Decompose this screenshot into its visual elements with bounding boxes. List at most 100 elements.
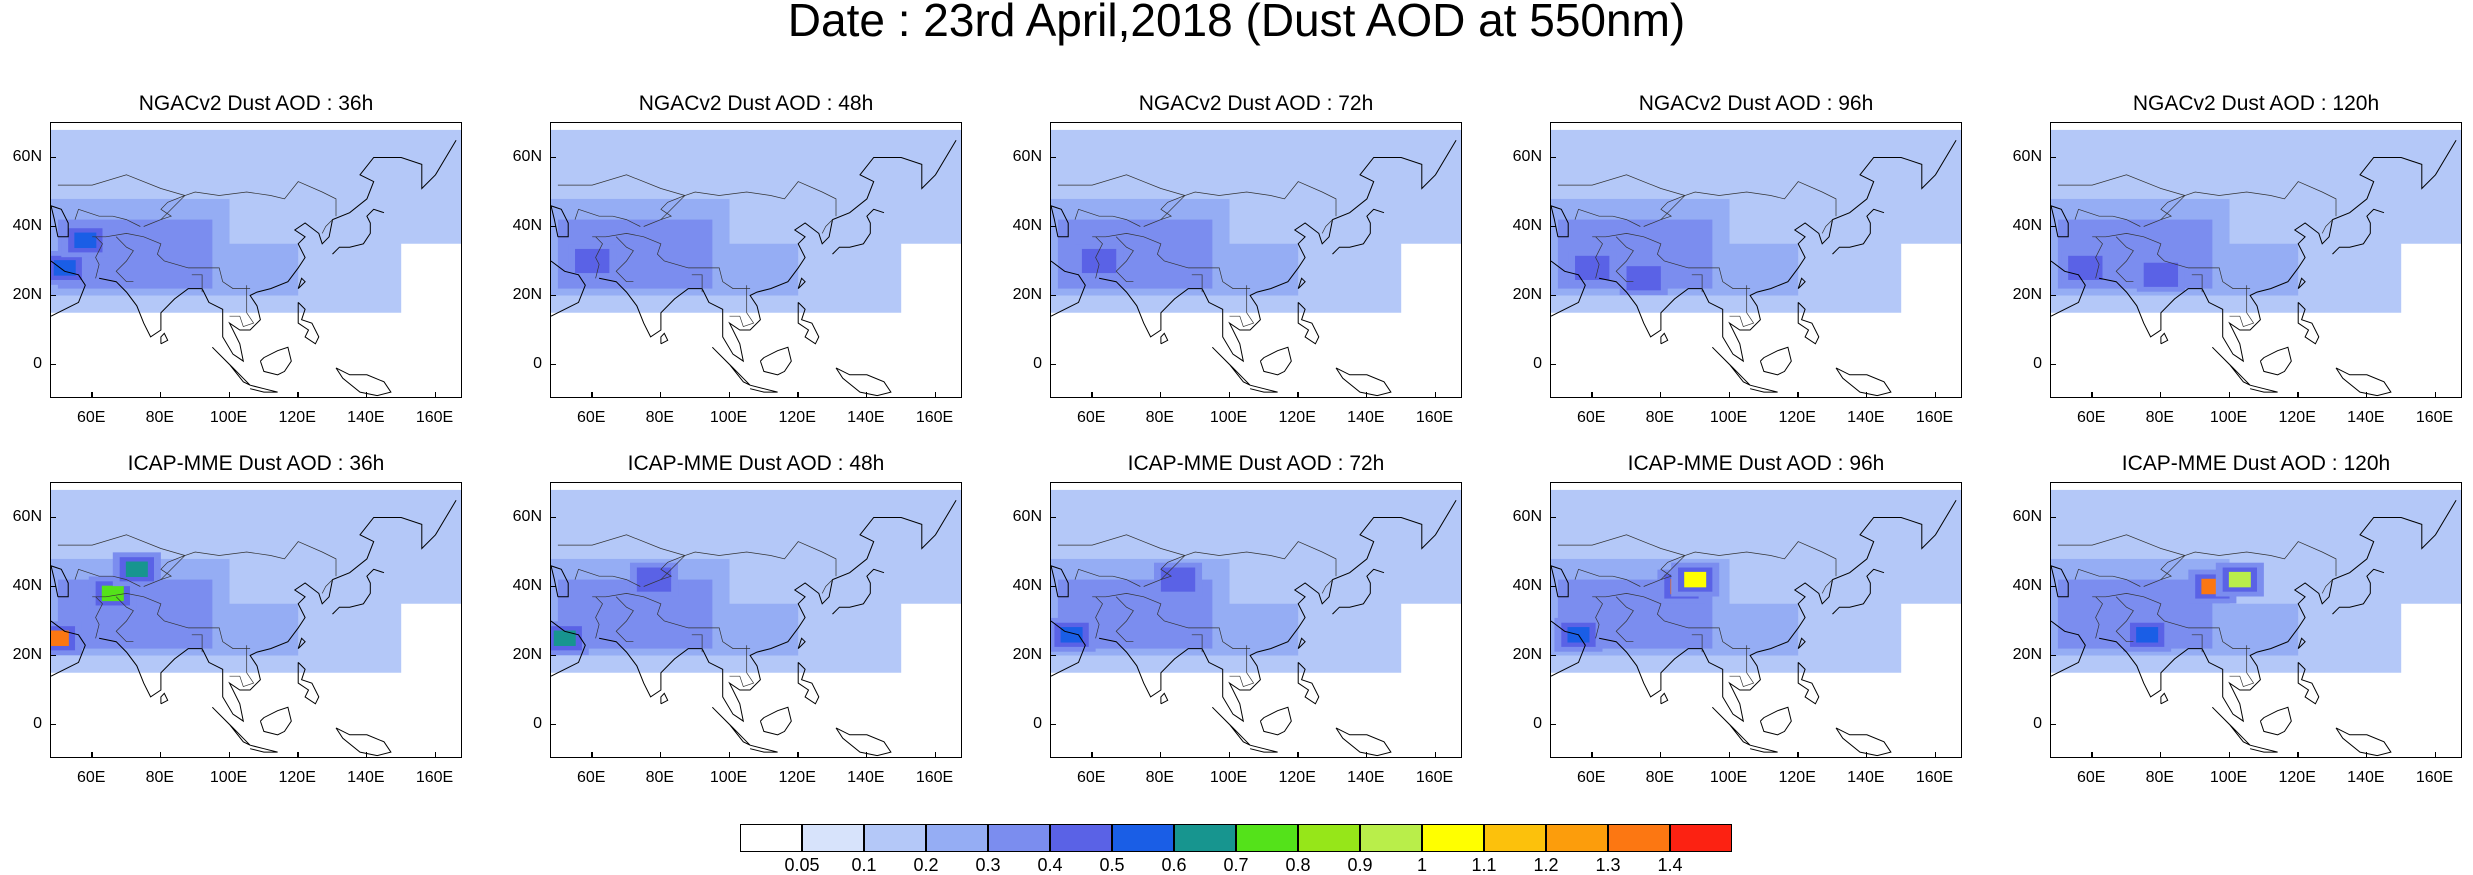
aod-hotspot bbox=[2149, 267, 2172, 283]
coastline bbox=[2259, 346, 2292, 376]
country-border bbox=[1229, 285, 1255, 328]
lat-tick-mark bbox=[550, 723, 556, 725]
lon-tick-mark bbox=[1228, 752, 1231, 758]
lon-tick-mark bbox=[728, 392, 731, 398]
coastline bbox=[1297, 302, 1320, 345]
aod-hotspot bbox=[2074, 260, 2097, 276]
country-border bbox=[595, 236, 603, 279]
lat-tick-mark bbox=[2050, 156, 2056, 158]
lat-tick-mark bbox=[1050, 723, 1056, 725]
country-border bbox=[95, 596, 103, 639]
lon-tick-label: 80E bbox=[1145, 409, 1175, 426]
coastline bbox=[1297, 662, 1320, 705]
country-border bbox=[229, 285, 255, 328]
lon-tick-mark bbox=[865, 752, 868, 758]
lat-tick-mark bbox=[550, 363, 556, 365]
coastline bbox=[2099, 637, 2203, 698]
coastline bbox=[51, 260, 86, 317]
country-border bbox=[1821, 219, 1833, 234]
lon-tick-mark bbox=[1228, 392, 1231, 398]
colorbar-cell bbox=[1174, 824, 1236, 852]
lon-tick-mark bbox=[228, 392, 231, 398]
colorbar-label: 0.5 bbox=[1099, 855, 1125, 875]
coastline bbox=[1201, 140, 1457, 363]
panel-title: ICAP-MME Dust AOD : 96h bbox=[1627, 452, 1885, 475]
country-border bbox=[1574, 568, 1641, 587]
coastline bbox=[297, 302, 320, 345]
colorbar-label: 1.4 bbox=[1657, 855, 1683, 875]
colorbar-label: 0.2 bbox=[913, 855, 939, 875]
colorbar-cell bbox=[1546, 824, 1608, 852]
country-border bbox=[1821, 579, 1833, 594]
lat-tick-mark bbox=[1550, 294, 1556, 296]
country-border bbox=[1092, 233, 1251, 289]
colorbar-label: 0.3 bbox=[975, 855, 1001, 875]
lon-tick-label: 140E bbox=[2347, 769, 2385, 786]
coastline bbox=[2051, 260, 2086, 317]
panel-title: NGACv2 Dust AOD : 72h bbox=[1138, 92, 1374, 115]
country-border bbox=[1143, 541, 1337, 587]
coastline bbox=[1259, 706, 1292, 736]
colorbar-label: 0.8 bbox=[1285, 855, 1311, 875]
aod-map bbox=[51, 489, 461, 757]
country-border bbox=[2057, 534, 2185, 556]
lon-tick-label: 60E bbox=[1576, 409, 1606, 426]
coastline bbox=[2297, 302, 2320, 345]
lon-tick-mark bbox=[1865, 752, 1868, 758]
coastline bbox=[1701, 500, 1957, 723]
map-panel: NGACv2 Dust AOD : 36h 60N 40N 20N 0 60E 80E 100… bbox=[13, 92, 462, 452]
coastline bbox=[99, 277, 203, 338]
lon-tick-label: 160E bbox=[1915, 409, 1954, 426]
country-border bbox=[115, 596, 134, 643]
lat-tick-label: 20N bbox=[12, 645, 42, 663]
coastline bbox=[332, 568, 385, 615]
lat-tick-label: 40N bbox=[2012, 216, 2042, 234]
colorbar-label: 1.3 bbox=[1595, 855, 1621, 875]
lon-tick-label: 160E bbox=[1915, 769, 1954, 786]
aod-hotspot bbox=[2136, 627, 2159, 643]
lat-tick-label: 0 bbox=[1533, 354, 1542, 372]
lon-tick-mark bbox=[434, 752, 437, 758]
panel-title: ICAP-MME Dust AOD : 48h bbox=[627, 452, 885, 475]
lon-tick-mark bbox=[659, 752, 662, 758]
coastline bbox=[1051, 205, 1069, 238]
colorbar-label: 1.2 bbox=[1533, 855, 1559, 875]
colorbar-label: 0.9 bbox=[1347, 855, 1373, 875]
lat-tick-mark bbox=[50, 654, 56, 656]
country-border bbox=[1643, 541, 1837, 587]
lat-tick-mark bbox=[550, 294, 556, 296]
map-panel: ICAP-MME Dust AOD : 72h 60N 40N 20N 0 60E 80E 1… bbox=[1013, 452, 1462, 812]
lon-tick-mark bbox=[2434, 752, 2437, 758]
lon-tick-label: 100E bbox=[1209, 409, 1248, 426]
lon-tick-mark bbox=[228, 752, 231, 758]
country-border bbox=[1557, 174, 1685, 196]
lon-tick-label: 120E bbox=[1778, 409, 1816, 426]
coastline bbox=[249, 744, 278, 753]
coastline bbox=[551, 205, 569, 238]
lat-tick-mark bbox=[550, 225, 556, 227]
lat-tick-label: 40N bbox=[1012, 216, 1042, 234]
coastline bbox=[1099, 637, 1203, 698]
lon-tick-mark bbox=[1797, 392, 1799, 398]
coastline bbox=[201, 140, 457, 363]
lon-tick-mark bbox=[728, 752, 731, 758]
coastline bbox=[1599, 277, 1703, 338]
lon-tick-label: 140E bbox=[1847, 769, 1885, 786]
map-frame bbox=[550, 482, 962, 758]
lat-tick-mark bbox=[50, 294, 56, 296]
coastline bbox=[1551, 205, 1569, 238]
coastline bbox=[1749, 384, 1778, 393]
lon-tick-label: 60E bbox=[76, 409, 106, 426]
country-border bbox=[1074, 568, 1141, 587]
aod-map bbox=[2051, 129, 2461, 397]
coastline bbox=[2332, 208, 2385, 255]
aod-hotspot bbox=[1632, 270, 1655, 286]
country-border bbox=[92, 233, 251, 289]
lon-tick-mark bbox=[1591, 752, 1593, 758]
lat-tick-label: 20N bbox=[1012, 285, 1042, 303]
country-border bbox=[615, 596, 634, 643]
country-border bbox=[2057, 174, 2185, 196]
panel-title: NGACv2 Dust AOD : 48h bbox=[638, 92, 874, 115]
coastline bbox=[749, 744, 778, 753]
coastline bbox=[297, 637, 306, 649]
